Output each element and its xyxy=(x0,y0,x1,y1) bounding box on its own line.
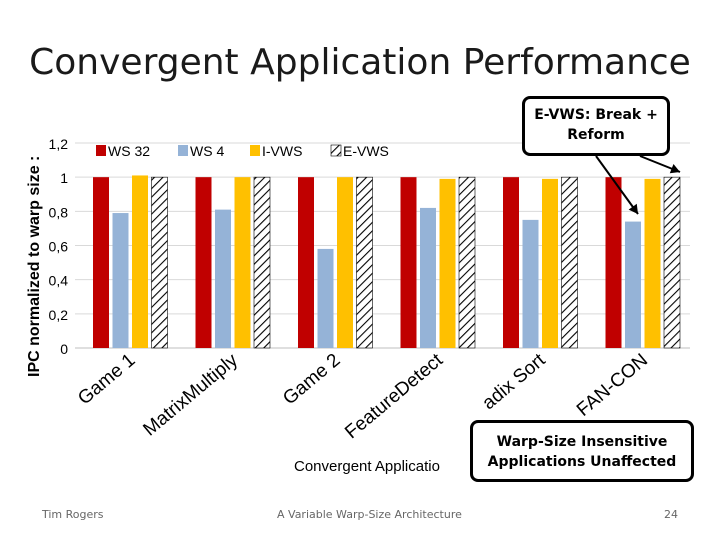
legend-label: WS 4 xyxy=(190,143,224,159)
bar-e-vws xyxy=(561,176,578,349)
callout-arrowhead xyxy=(669,164,680,174)
x-tick-label: Game 2 xyxy=(279,350,344,410)
legend-label: WS 32 xyxy=(108,143,150,159)
bar-i-vws xyxy=(234,177,251,348)
bar-ws-4 xyxy=(625,221,641,348)
bar-i-vws xyxy=(644,178,661,348)
bar-ws-32 xyxy=(400,177,417,348)
page-number: 24 xyxy=(664,508,678,521)
bar-ws-4 xyxy=(420,207,436,348)
bar-i-vws xyxy=(542,178,558,348)
legend-swatch xyxy=(96,145,106,156)
x-tick-label: adix Sort xyxy=(479,349,550,414)
x-tick-label: Game 1 xyxy=(74,350,139,410)
x-axis-title: Convergent Applicatio xyxy=(294,458,440,475)
legend-swatch xyxy=(250,145,260,156)
x-tick-label: MatrixMultiply xyxy=(140,349,243,440)
y-tick-label: 0,2 xyxy=(49,307,69,323)
callout-arrow xyxy=(595,155,639,215)
bar-e-vws xyxy=(253,176,271,349)
bar-ws-32 xyxy=(195,177,212,348)
bar-ws-32 xyxy=(503,177,519,348)
callout-warp-insensitive: Warp-Size Insensitive Applications Unaff… xyxy=(470,420,694,482)
bar-ws-4 xyxy=(522,219,539,348)
footer-author: Tim Rogers xyxy=(42,508,104,521)
y-tick-label: 0,8 xyxy=(49,204,69,220)
bar-ws-4 xyxy=(215,209,231,348)
bar-ws-32 xyxy=(93,177,109,348)
bar-ws-32 xyxy=(605,177,622,348)
bar-e-vws xyxy=(663,176,681,349)
y-tick-label: 1 xyxy=(60,170,68,186)
bar-e-vws xyxy=(151,176,168,349)
legend-swatch xyxy=(330,144,342,157)
slide-title: Convergent Application Performance xyxy=(29,42,691,83)
bar-e-vws xyxy=(458,176,476,349)
y-tick-label: 0,6 xyxy=(49,239,69,255)
bar-i-vws xyxy=(132,175,148,348)
bar-i-vws xyxy=(439,178,456,348)
y-tick-label: 1,2 xyxy=(49,136,69,152)
bar-i-vws xyxy=(337,177,353,348)
bar-ws-32 xyxy=(298,177,314,348)
bar-ws-4 xyxy=(112,213,129,348)
x-tick-label: FAN-CON xyxy=(573,350,652,421)
bar-ws-4 xyxy=(317,248,334,348)
y-axis-title: IPC normalized to warp size : xyxy=(26,155,43,377)
y-tick-label: 0 xyxy=(60,341,68,357)
bar-e-vws xyxy=(356,176,373,349)
legend-swatch xyxy=(178,145,188,156)
callout-break-reform: E-VWS: Break + Reform xyxy=(522,96,670,156)
x-tick-label: FeatureDetect xyxy=(341,349,447,443)
legend-label: E-VWS xyxy=(343,143,389,159)
footer-talk-title: A Variable Warp-Size Architecture xyxy=(277,508,462,521)
y-tick-label: 0,4 xyxy=(49,273,69,289)
legend-label: I-VWS xyxy=(262,143,302,159)
callout-arrowhead xyxy=(628,203,638,214)
